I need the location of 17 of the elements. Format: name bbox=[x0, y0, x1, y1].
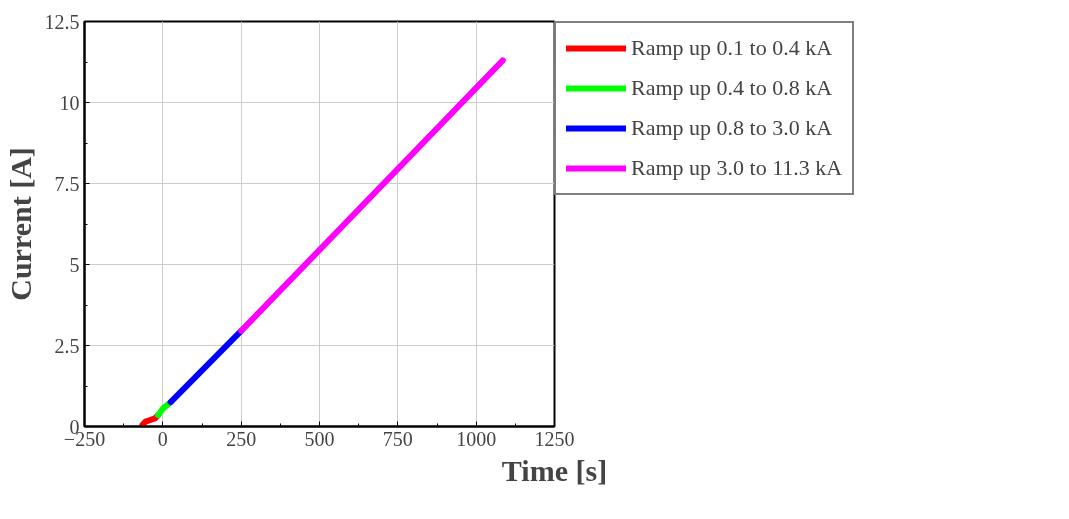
legend-label: Ramp up 0.1 to 0.4 kA bbox=[631, 34, 833, 62]
y-tick-label: 7.5 bbox=[54, 172, 80, 195]
y-axis-title: Current [A] bbox=[3, 147, 37, 301]
y-tick-label: 5 bbox=[69, 253, 80, 276]
x-tick-label: 500 bbox=[304, 427, 335, 450]
y-tick-label: 12.5 bbox=[44, 10, 80, 33]
y-tick-label: 2.5 bbox=[54, 334, 80, 357]
x-tick-label: 750 bbox=[382, 427, 413, 450]
legend-label: Ramp up 0.8 to 3.0 kA bbox=[631, 114, 833, 142]
legend-label: Ramp up 0.4 to 0.8 kA bbox=[631, 74, 833, 102]
legend-label: Ramp up 3.0 to 11.3 kA bbox=[631, 154, 843, 182]
x-tick-label: 0 bbox=[157, 427, 168, 450]
x-tick-label: 250 bbox=[226, 427, 257, 450]
x-tick-label: 1000 bbox=[456, 427, 497, 450]
y-tick-label: 10 bbox=[59, 91, 80, 114]
x-tick-label: 1250 bbox=[534, 427, 575, 450]
x-axis-title: Time [s] bbox=[501, 453, 608, 487]
